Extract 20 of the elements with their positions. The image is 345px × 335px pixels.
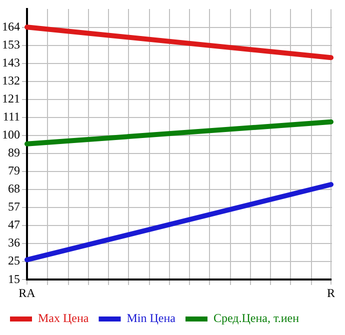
legend-label: Max Цена xyxy=(38,311,90,326)
x-tick-label: RA xyxy=(18,286,36,300)
y-tick-label: 143 xyxy=(2,56,20,70)
y-tick-label: 132 xyxy=(2,74,20,88)
y-tick-label: 121 xyxy=(2,92,20,106)
y-tick-label: 111 xyxy=(2,110,20,124)
legend-label: Сред.Цена, т.иен xyxy=(213,311,300,326)
y-tick-label: 36 xyxy=(8,236,20,250)
y-tick-label: 164 xyxy=(2,19,20,34)
y-tick-label: 47 xyxy=(8,218,20,232)
y-tick-label: 89 xyxy=(8,146,20,160)
y-tick-label: 57 xyxy=(8,200,20,214)
y-tick-label: 15 xyxy=(8,272,20,286)
y-tick-label: 153 xyxy=(2,37,20,52)
legend-label: Min Цена xyxy=(126,311,176,326)
y-tick-label: 25 xyxy=(8,254,20,268)
x-tick-label: R xyxy=(326,286,336,300)
y-tick-label: 79 xyxy=(8,164,20,178)
y-tick-label: 100 xyxy=(2,128,20,142)
y-tick-label: 68 xyxy=(8,182,20,196)
